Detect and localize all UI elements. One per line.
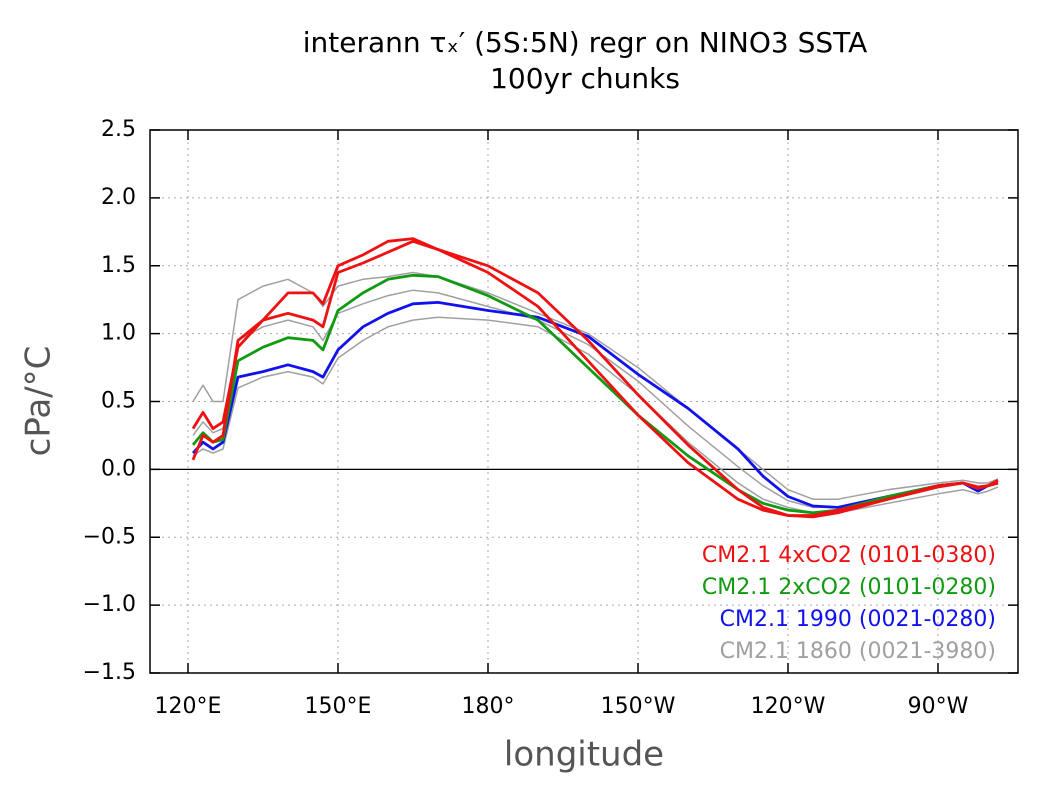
y-axis-label: cPa/°C (19, 346, 59, 457)
x-tick-label: 150°E (305, 694, 372, 719)
chart-title: interann τₓ′ (5S:5N) regr on NINO3 SSTA (303, 26, 867, 59)
series-line (192, 316, 999, 514)
legend-label: CM2.1 1990 (0021-0280) (720, 607, 996, 632)
y-tick-label: −1.0 (83, 592, 136, 617)
x-tick-label: 120°E (155, 694, 222, 719)
x-axis-label: longitude (504, 735, 664, 775)
x-tick-label: 150°W (601, 694, 676, 719)
legend-label: CM2.1 1860 (0021-3980) (720, 639, 996, 664)
y-tick-label: 0.0 (101, 456, 136, 481)
legend-label: CM2.1 2xCO2 (0101-0280) (702, 575, 996, 600)
x-tick-label: 90°W (908, 694, 969, 719)
series-line (192, 289, 999, 509)
series-line (192, 271, 999, 500)
series-line (191, 239, 999, 519)
y-tick-label: 2.5 (101, 117, 136, 142)
plot-frame (149, 129, 1019, 674)
x-tick-label: 120°W (751, 694, 826, 719)
legend-label: CM2.1 4xCO2 (0101-0380) (702, 543, 996, 568)
y-tick-label: 2.0 (101, 185, 136, 210)
series-line (191, 273, 999, 515)
chart-subtitle: 100yr chunks (490, 62, 680, 95)
y-tick-label: −0.5 (83, 524, 136, 549)
y-tick-label: 1.0 (101, 321, 136, 346)
y-tick-label: 1.5 (101, 253, 136, 278)
y-tick-label: −1.5 (83, 660, 136, 685)
y-tick-label: 0.5 (101, 389, 136, 414)
x-tick-label: 180° (462, 694, 515, 719)
